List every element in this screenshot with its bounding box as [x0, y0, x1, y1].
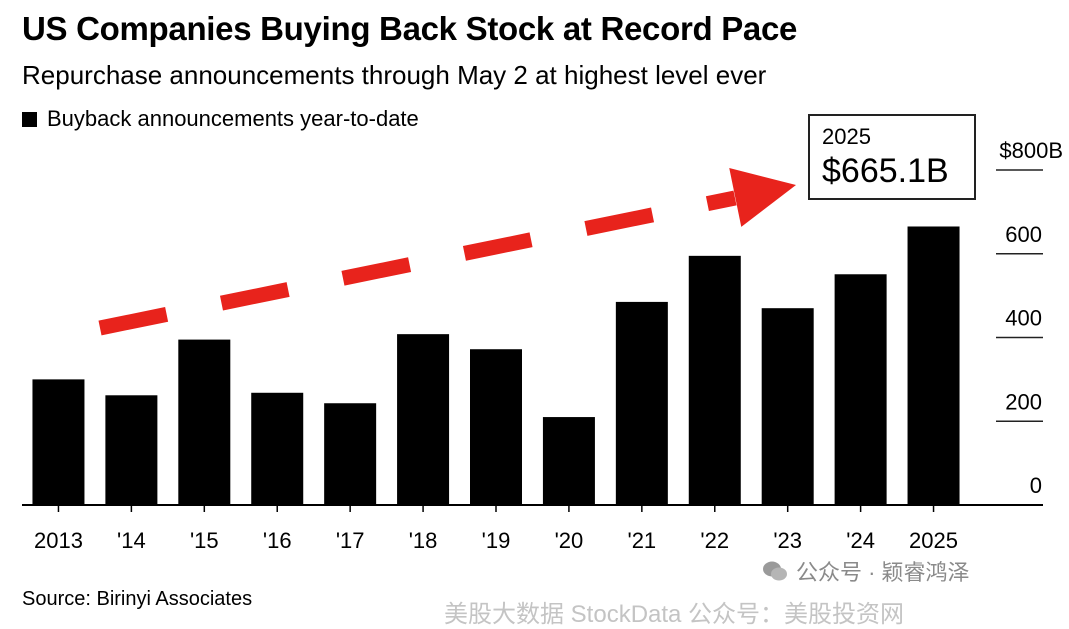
bar: [542, 417, 595, 505]
bar: [761, 308, 814, 505]
bar: [470, 349, 522, 505]
bar: [32, 379, 85, 505]
watermark-top: 公众号 · 颖睿鸿泽: [762, 555, 970, 587]
wechat-icon: [763, 561, 787, 581]
x-tick-label: '23: [773, 528, 802, 553]
chart-title: US Companies Buying Back Stock at Record…: [22, 10, 798, 47]
legend: Buyback announcements year-to-date: [22, 106, 419, 132]
trend-arrow-line: [98, 190, 737, 336]
chart-subtitle: Repurchase announcements through May 2 a…: [22, 60, 767, 90]
x-tick-label: '16: [263, 528, 292, 553]
bar: [615, 301, 668, 505]
x-tick-label: 2025: [909, 528, 958, 553]
y-tick-label: 200: [1005, 389, 1042, 414]
bar: [251, 392, 304, 505]
y-tick-label: 400: [1005, 306, 1042, 331]
bars: [32, 226, 960, 505]
bar: [834, 274, 887, 505]
bar: [397, 334, 450, 505]
annotation-year: 2025: [822, 124, 871, 149]
x-tick-label: '24: [846, 528, 875, 553]
watermark-bottom: 美股大数据 StockData 公众号：美股投资网: [444, 601, 905, 628]
x-tick-label: 2013: [34, 528, 83, 553]
source-note: Source: Birinyi Associates: [22, 588, 253, 610]
x-tick-label: '17: [336, 528, 365, 553]
annotation-callout: 2025 $665.1B: [808, 114, 976, 200]
bar: [105, 395, 158, 505]
legend-swatch: [22, 111, 37, 127]
bar: [178, 339, 231, 505]
y-tick-label: 600: [1005, 222, 1042, 247]
y-tick-label: $800B: [999, 138, 1063, 163]
legend-label: Buyback announcements year-to-date: [47, 106, 419, 131]
x-tick-label: '19: [482, 528, 511, 553]
x-tick-label: '20: [555, 528, 584, 553]
y-tick-label: 0: [1030, 473, 1042, 498]
x-tick-label: '18: [409, 528, 438, 553]
x-tick-label: '21: [628, 528, 657, 553]
annotation-value: $665.1B: [822, 152, 949, 190]
bar-chart: 2013 '14 '15 '16 '17 '18 '19 '20 '21 '22 '23 '24 202…: [22, 138, 1063, 553]
x-tick-label: '14: [117, 528, 146, 553]
y-tick-labels: 0 200 400 600 $800B: [999, 138, 1063, 498]
y-grid: [22, 169, 1043, 506]
x-tick-label: '15: [190, 528, 219, 553]
bar: [688, 255, 741, 505]
bar: [907, 226, 960, 505]
trend-arrow: [98, 168, 796, 336]
trend-arrow-head: [729, 168, 796, 227]
watermark-line1: 公众号 · 颖睿鸿泽: [796, 560, 970, 585]
x-tick-labels: 2013 '14 '15 '16 '17 '18 '19 '20 '21 '22 '23 '24 202…: [34, 505, 958, 553]
bar: [324, 403, 377, 505]
x-tick-label: '22: [700, 528, 729, 553]
